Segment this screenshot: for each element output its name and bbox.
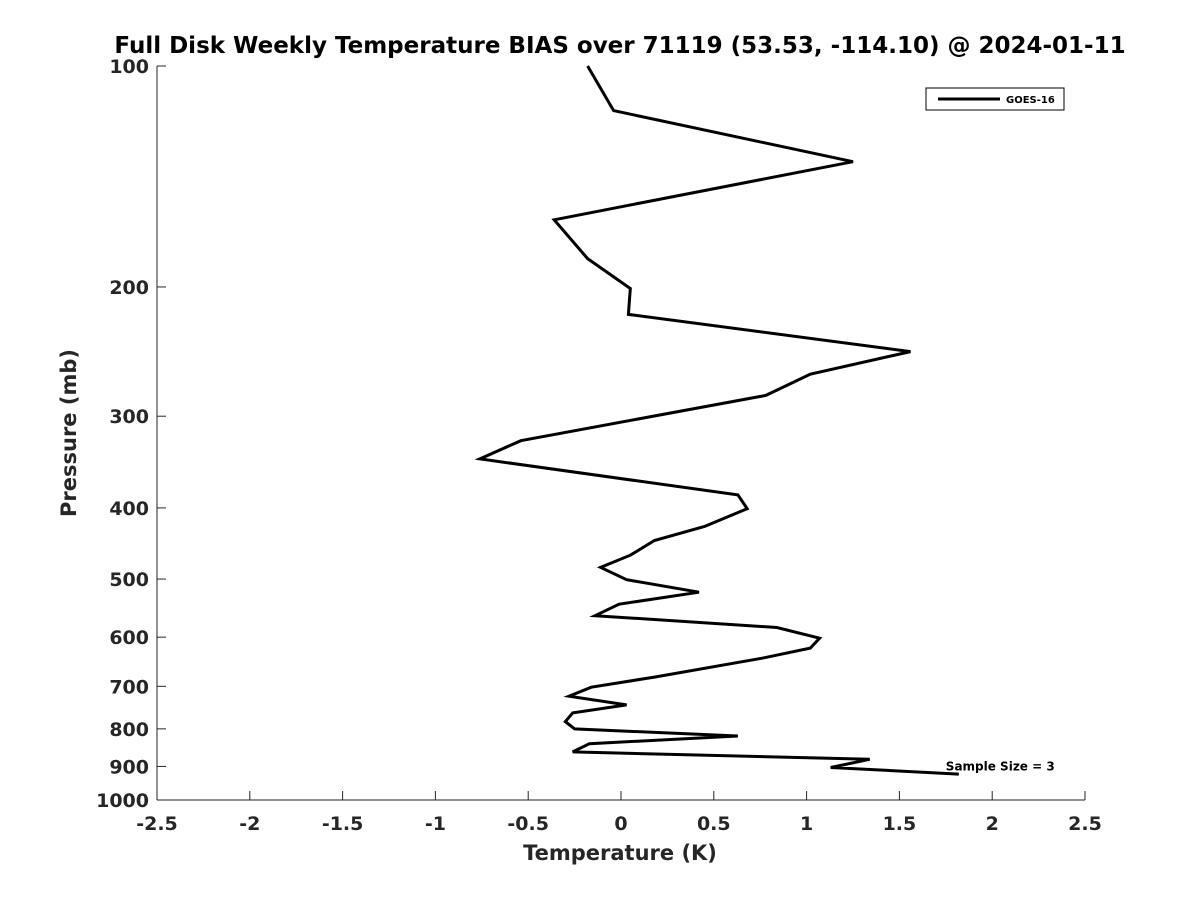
- sample-size-annotation: Sample Size = 3: [946, 759, 1055, 773]
- legend-label-goes-16: GOES-16: [1006, 95, 1055, 106]
- x-tick-label: 2: [986, 813, 999, 835]
- legend: GOES-16: [925, 87, 1065, 111]
- x-axis-ticks: -2.5 -2 -1.5 -1 -0.5 0 0.5 1 1.5 2 2.5: [136, 791, 1102, 835]
- y-tick-label: 400: [109, 498, 149, 520]
- x-tick-label: 1: [800, 813, 813, 835]
- x-tick-label: 1.5: [883, 813, 917, 835]
- y-tick-label: 700: [109, 676, 149, 698]
- series-group: [474, 65, 959, 776]
- y-tick-label: 600: [109, 627, 149, 649]
- y-tick-label: 1000: [96, 790, 149, 812]
- y-axis-ticks: 100 200 300 400 500 600 700 800 900 1000: [96, 56, 166, 812]
- x-axis-label: Temperature (K): [523, 841, 717, 865]
- y-tick-label: 500: [109, 569, 149, 591]
- x-tick-label: 0: [614, 813, 627, 835]
- y-tick-label: 100: [109, 56, 149, 78]
- x-tick-label: -1.5: [322, 813, 364, 835]
- y-tick-label: 300: [109, 406, 149, 428]
- x-tick-label: -1: [425, 813, 446, 835]
- y-tick-label: 200: [109, 277, 149, 299]
- x-tick-label: 2.5: [1068, 813, 1102, 835]
- x-tick-label: 0.5: [697, 813, 731, 835]
- x-tick-label: -2.5: [136, 813, 178, 835]
- x-tick-label: -2: [239, 813, 260, 835]
- chart-title: Full Disk Weekly Temperature BIAS over 7…: [114, 33, 1125, 59]
- y-tick-label: 800: [109, 719, 149, 741]
- y-tick-label: 900: [109, 756, 149, 778]
- y-axis-label: Pressure (mb): [57, 349, 81, 517]
- series-line-goes-16: [474, 65, 959, 776]
- x-tick-label: -0.5: [507, 813, 549, 835]
